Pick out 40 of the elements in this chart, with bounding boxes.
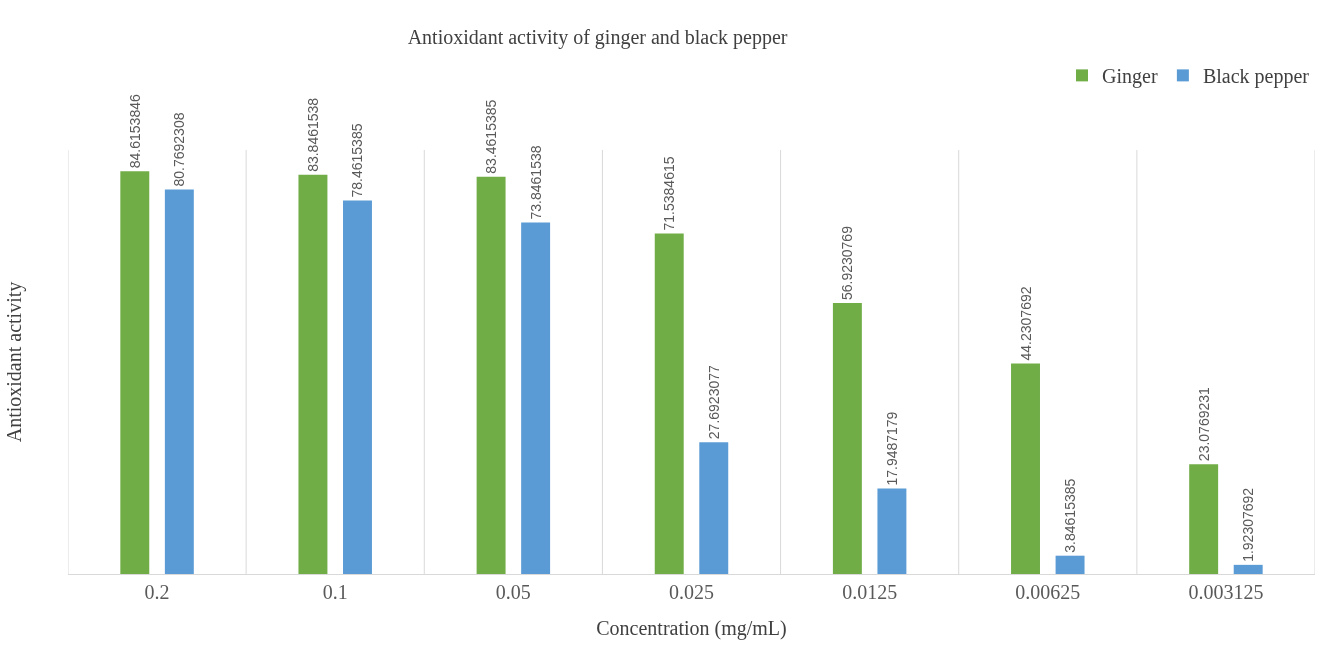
data-label: 71.5384615	[661, 156, 678, 231]
data-label: 83.4615385	[483, 99, 500, 174]
bar	[1189, 464, 1219, 574]
data-label: 17.9487179	[883, 411, 900, 486]
x-axis-title: Concentration (mg/mL)	[596, 616, 787, 640]
data-label: 78.4615385	[349, 123, 366, 198]
x-tick-label: 0.0125	[842, 581, 898, 603]
x-tick-label: 0.00625	[1015, 581, 1081, 603]
x-tick-label: 0.2	[144, 581, 170, 603]
data-label: 83.8461538	[304, 97, 321, 172]
x-tick-label: 0.1	[322, 581, 348, 603]
bar	[654, 233, 684, 574]
bar	[1233, 564, 1263, 574]
x-tick-label: 0.05	[495, 581, 531, 603]
data-label: 27.6923077	[705, 364, 722, 440]
data-label: 56.9230769	[839, 225, 856, 301]
legend-label: Black pepper	[1202, 65, 1310, 89]
bar	[343, 200, 372, 574]
x-tick-label: 0.025	[669, 581, 714, 603]
data-label: 3.84615385	[1062, 478, 1079, 553]
bar	[164, 189, 194, 574]
bar	[298, 174, 328, 574]
data-label: 80.7692308	[171, 112, 188, 187]
bar	[1011, 363, 1040, 574]
bar	[521, 222, 551, 574]
bar	[1055, 555, 1085, 574]
data-label: 44.2307692	[1017, 286, 1034, 361]
data-label: 1.92307692	[1240, 487, 1257, 562]
bar	[120, 171, 150, 574]
y-axis-title: Antioxidant activity	[2, 281, 26, 443]
bar	[877, 488, 907, 574]
chart-title: Antioxidant activity of ginger and black pepper	[407, 26, 788, 50]
bar	[476, 176, 506, 574]
x-tick-label: 0.003125	[1188, 581, 1264, 603]
data-label: 84.6153846	[126, 94, 143, 169]
legend-label: Ginger	[1102, 65, 1158, 89]
bar	[699, 442, 729, 574]
data-label: 23.0769231	[1195, 386, 1212, 462]
bar	[832, 303, 862, 574]
data-label: 73.8461538	[527, 145, 544, 220]
